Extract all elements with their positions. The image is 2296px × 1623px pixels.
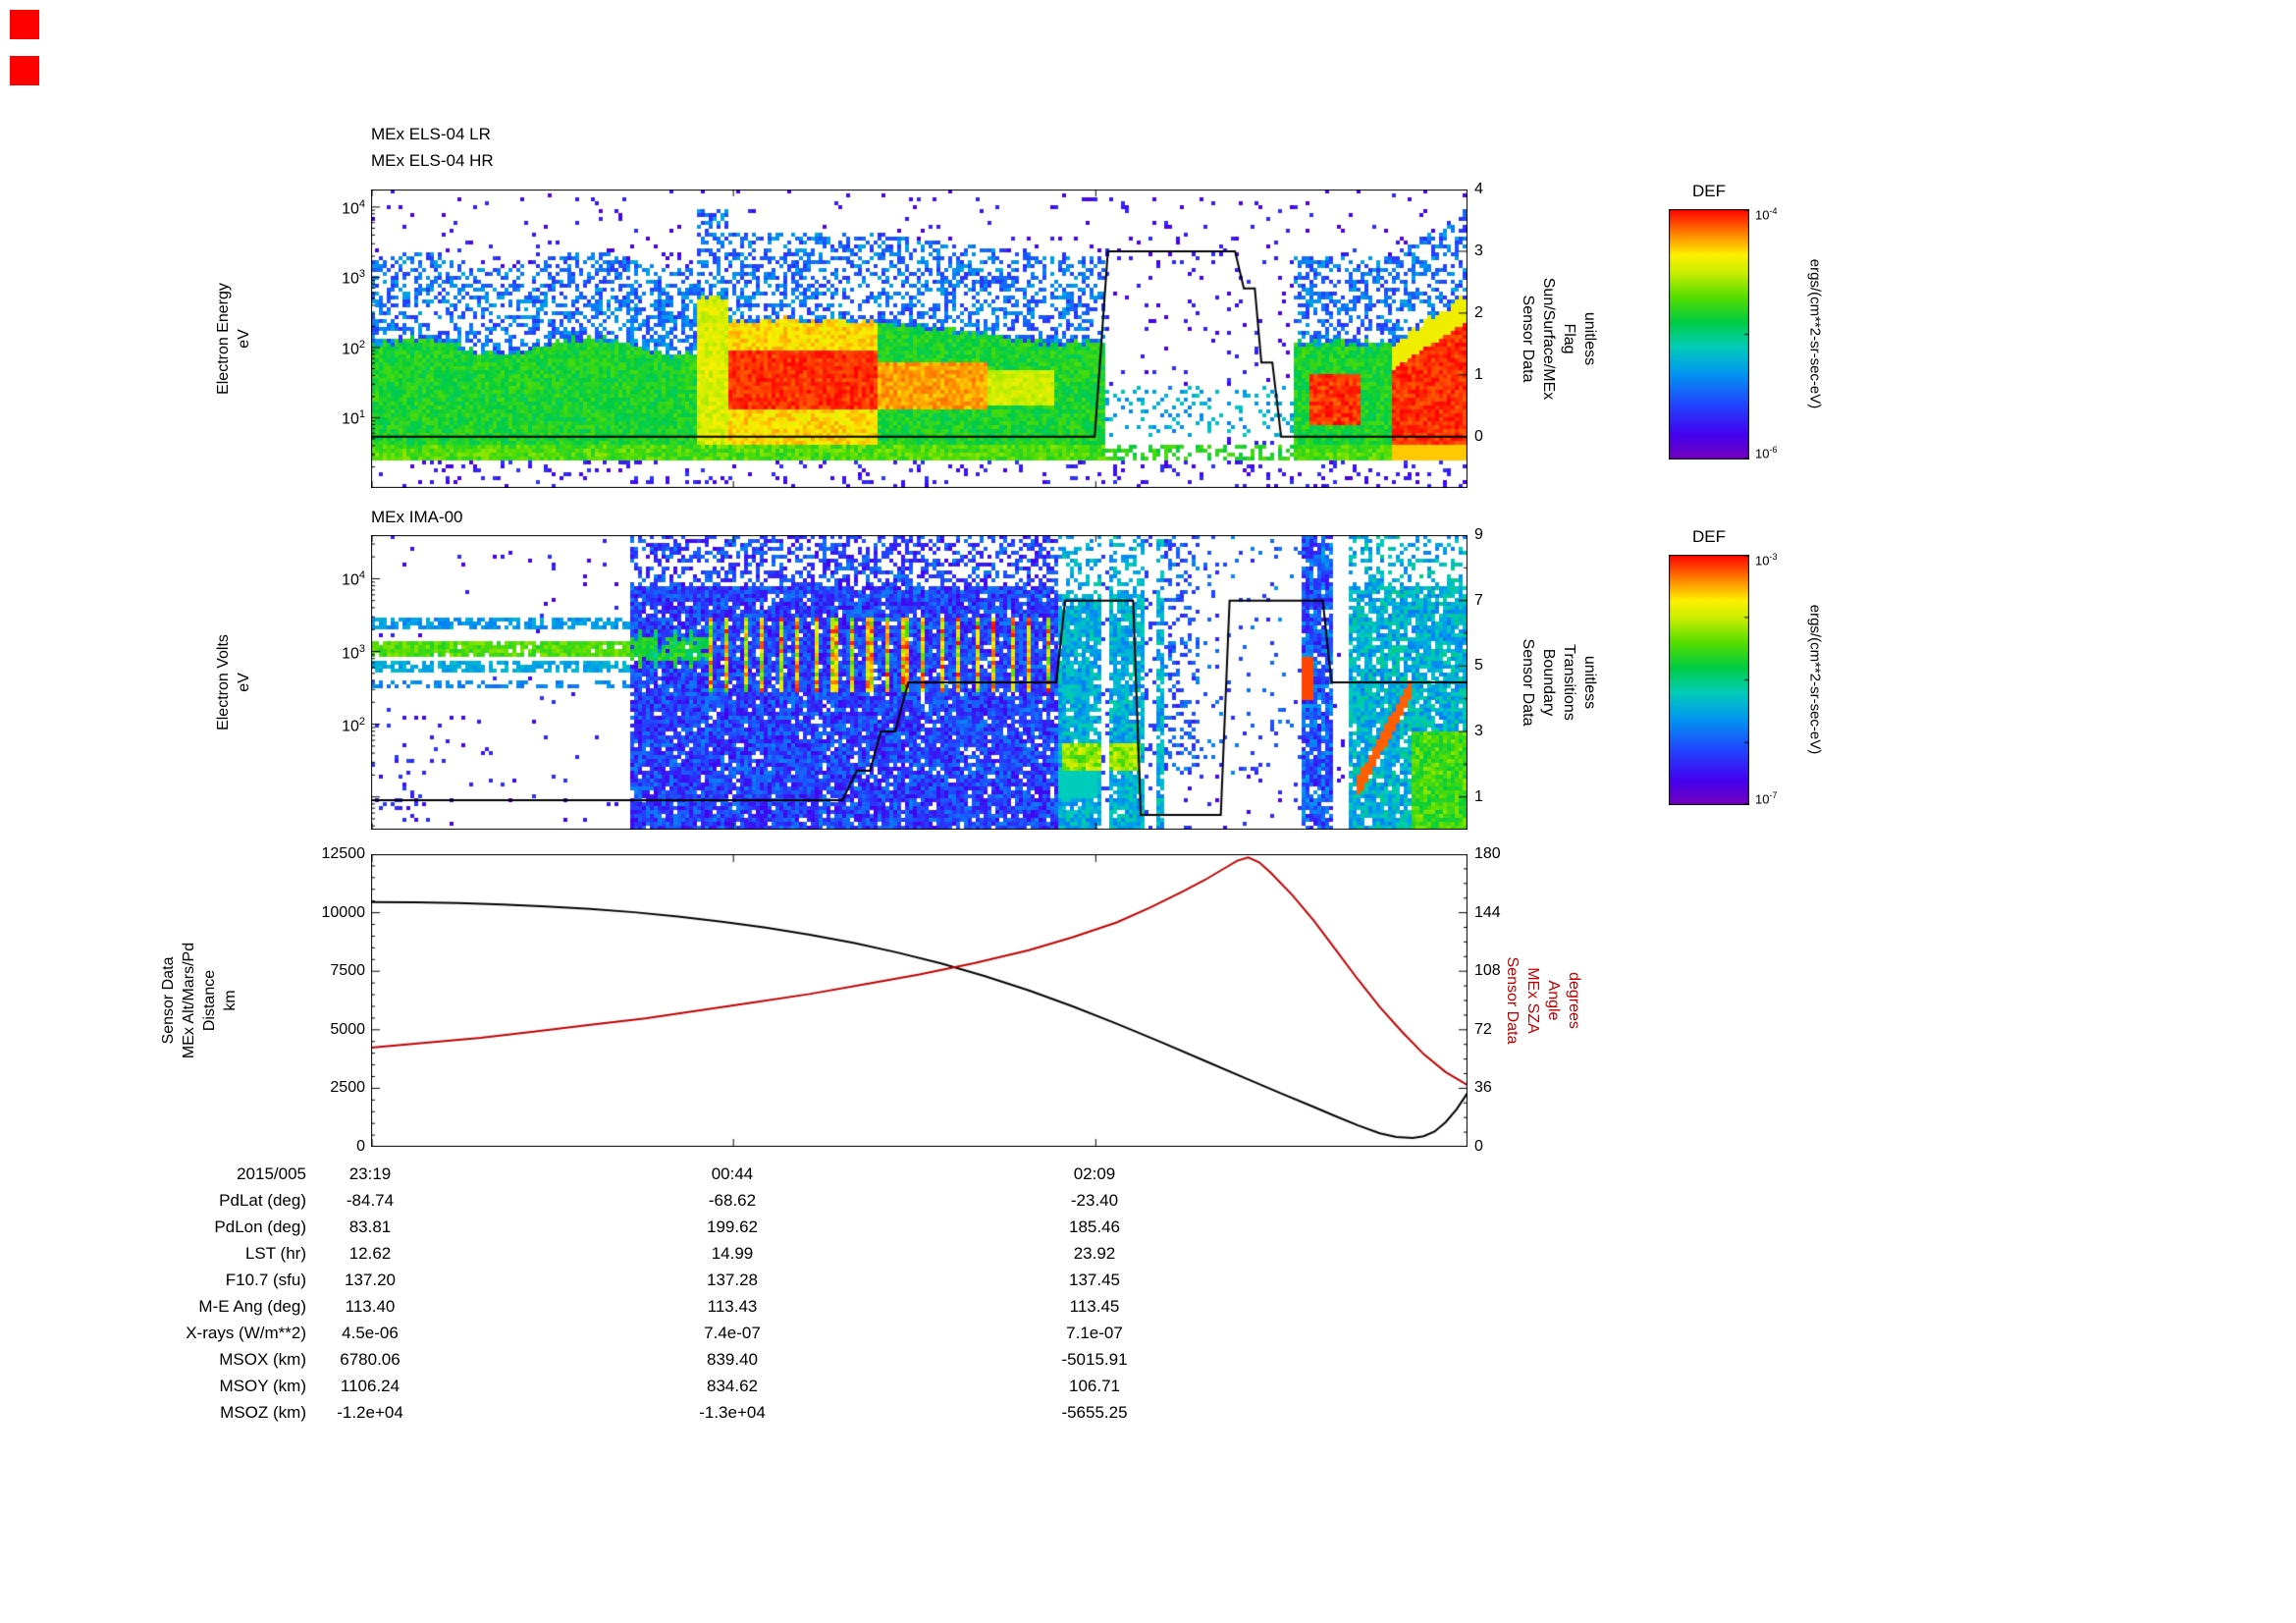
alt-y-tick-label: 2500	[330, 1079, 365, 1097]
table-row-label: MSOZ (km)	[220, 1403, 306, 1422]
table-value: 23:19	[348, 1164, 392, 1183]
table-value: 7.1e-07	[1066, 1324, 1123, 1342]
ima-ylabel: Electron Volts eV	[215, 634, 252, 730]
table-value: 185.46	[1069, 1217, 1120, 1236]
table-value: -5655.25	[1061, 1403, 1128, 1422]
colorbar2-canvas	[1669, 555, 1749, 805]
table-row-label: PdLat (deg)	[219, 1191, 306, 1210]
els-right-tick-label: 1	[1474, 365, 1483, 383]
els-right-tick-label: 3	[1474, 242, 1483, 259]
table-value: -68.62	[708, 1191, 757, 1210]
els-y-tick-label: 102	[342, 338, 365, 358]
table-value: 137.28	[707, 1271, 758, 1289]
table-value: 106.71	[1069, 1377, 1120, 1395]
alt-y-tick-label: 12500	[321, 845, 366, 862]
colorbar2-top-label: 10-3	[1755, 552, 1778, 568]
alt-right-tick-label: 108	[1474, 962, 1501, 980]
table-value: 839.40	[707, 1350, 758, 1369]
els-right-tick-label: 0	[1474, 427, 1483, 445]
table-value: 14.99	[711, 1244, 754, 1263]
table-row-label: PdLon (deg)	[214, 1217, 306, 1236]
altitude-sza-line-canvas	[371, 854, 1468, 1147]
alt-right-tick-label: 180	[1474, 845, 1501, 862]
ima-y-tick-label: 103	[342, 642, 365, 662]
colorbar2-title: DEF	[1692, 527, 1726, 546]
alt-y-tick-label: 10000	[321, 903, 366, 921]
table-value: 83.81	[348, 1217, 392, 1236]
ima-right-tick-label: 7	[1474, 591, 1483, 609]
els-ylabel: Electron Energy eV	[215, 283, 252, 395]
els-right-tick-label: 2	[1474, 303, 1483, 321]
alt-y-tick-label: 0	[356, 1138, 365, 1155]
table-value: 113.45	[1069, 1297, 1120, 1316]
colorbar1-top-label: 10-4	[1755, 206, 1778, 223]
els-title-lr: MEx ELS-04 LR	[371, 125, 491, 143]
colorbar2-units-label: ergs/(cm**2-sr-sec-eV)	[1806, 604, 1824, 755]
ima-right-tick-label: 1	[1474, 787, 1483, 805]
table-value: 02:09	[1073, 1164, 1116, 1183]
table-row-label: X-rays (W/m**2)	[186, 1324, 306, 1342]
alt-right-tick-label: 72	[1474, 1020, 1492, 1038]
corner-marker-2	[10, 56, 39, 85]
alt-right-tick-label: 0	[1474, 1138, 1483, 1155]
els-y-tick-label: 103	[342, 268, 365, 288]
els-right-tick-label: 4	[1474, 181, 1483, 197]
table-value: 137.20	[345, 1271, 396, 1289]
ima-y-tick-label: 102	[342, 715, 365, 734]
colorbar1-title: DEF	[1692, 182, 1726, 200]
alt-y-tick-label: 7500	[330, 962, 365, 980]
table-value: 113.43	[707, 1297, 758, 1316]
table-value: -1.3e+04	[699, 1403, 766, 1422]
colorbar1-bottom-label: 10-6	[1755, 445, 1778, 461]
ima-right-label: unitless Transitions Boundary Sensor Dat…	[1520, 638, 1598, 727]
ima-spectrogram-canvas	[371, 535, 1468, 830]
table-value: 834.62	[707, 1377, 758, 1395]
colorbar2-bottom-label: 10-7	[1755, 790, 1778, 807]
table-value: -5015.91	[1061, 1350, 1128, 1369]
table-value: 6780.06	[340, 1350, 400, 1369]
els-right-label: unitless Flag Sun/Surface/MEx Sensor Dat…	[1520, 277, 1598, 401]
ima-y-tick-label: 104	[342, 569, 365, 589]
table-row-label: M-E Ang (deg)	[198, 1297, 306, 1316]
table-row-label: F10.7 (sfu)	[225, 1271, 306, 1289]
table-value: 137.45	[1069, 1271, 1120, 1289]
table-value: 23.92	[1073, 1244, 1116, 1263]
colorbar1-units-label: ergs/(cm**2-sr-sec-eV)	[1806, 258, 1824, 409]
ima-right-tick-label: 3	[1474, 723, 1483, 739]
table-value: 7.4e-07	[704, 1324, 761, 1342]
alt-ylabel: Sensor Data MEx Alt/Mars/Pd Distance km	[160, 942, 239, 1059]
table-value: 113.40	[345, 1297, 396, 1316]
els-y-tick-label: 101	[342, 408, 365, 428]
els-spectrogram-canvas	[371, 189, 1468, 488]
corner-marker-1	[10, 10, 39, 39]
table-row-label: 2015/005	[237, 1164, 306, 1183]
table-value: 00:44	[711, 1164, 754, 1183]
els-y-tick-label: 104	[342, 197, 365, 218]
colorbar1-canvas	[1669, 209, 1749, 460]
table-row-label: LST (hr)	[244, 1244, 306, 1263]
ima-right-tick-label: 9	[1474, 526, 1483, 543]
alt-right-tick-label: 144	[1474, 903, 1501, 921]
table-row-label: MSOY (km)	[219, 1377, 306, 1395]
alt-right-label: degrees Angle MEx SZA Sensor Data	[1504, 956, 1582, 1045]
table-value: 199.62	[707, 1217, 758, 1236]
alt-right-tick-label: 36	[1474, 1079, 1492, 1097]
table-value: 12.62	[348, 1244, 392, 1263]
table-value: 1106.24	[340, 1377, 400, 1395]
table-value: -84.74	[346, 1191, 395, 1210]
ima-right-tick-label: 5	[1474, 657, 1483, 675]
table-row-label: MSOX (km)	[219, 1350, 306, 1369]
table-value: -1.2e+04	[337, 1403, 403, 1422]
table-value: 4.5e-06	[342, 1324, 399, 1342]
els-title-hr: MEx ELS-04 HR	[371, 151, 494, 170]
table-value: -23.40	[1070, 1191, 1119, 1210]
alt-y-tick-label: 5000	[330, 1020, 365, 1038]
ima-title: MEx IMA-00	[371, 508, 463, 526]
